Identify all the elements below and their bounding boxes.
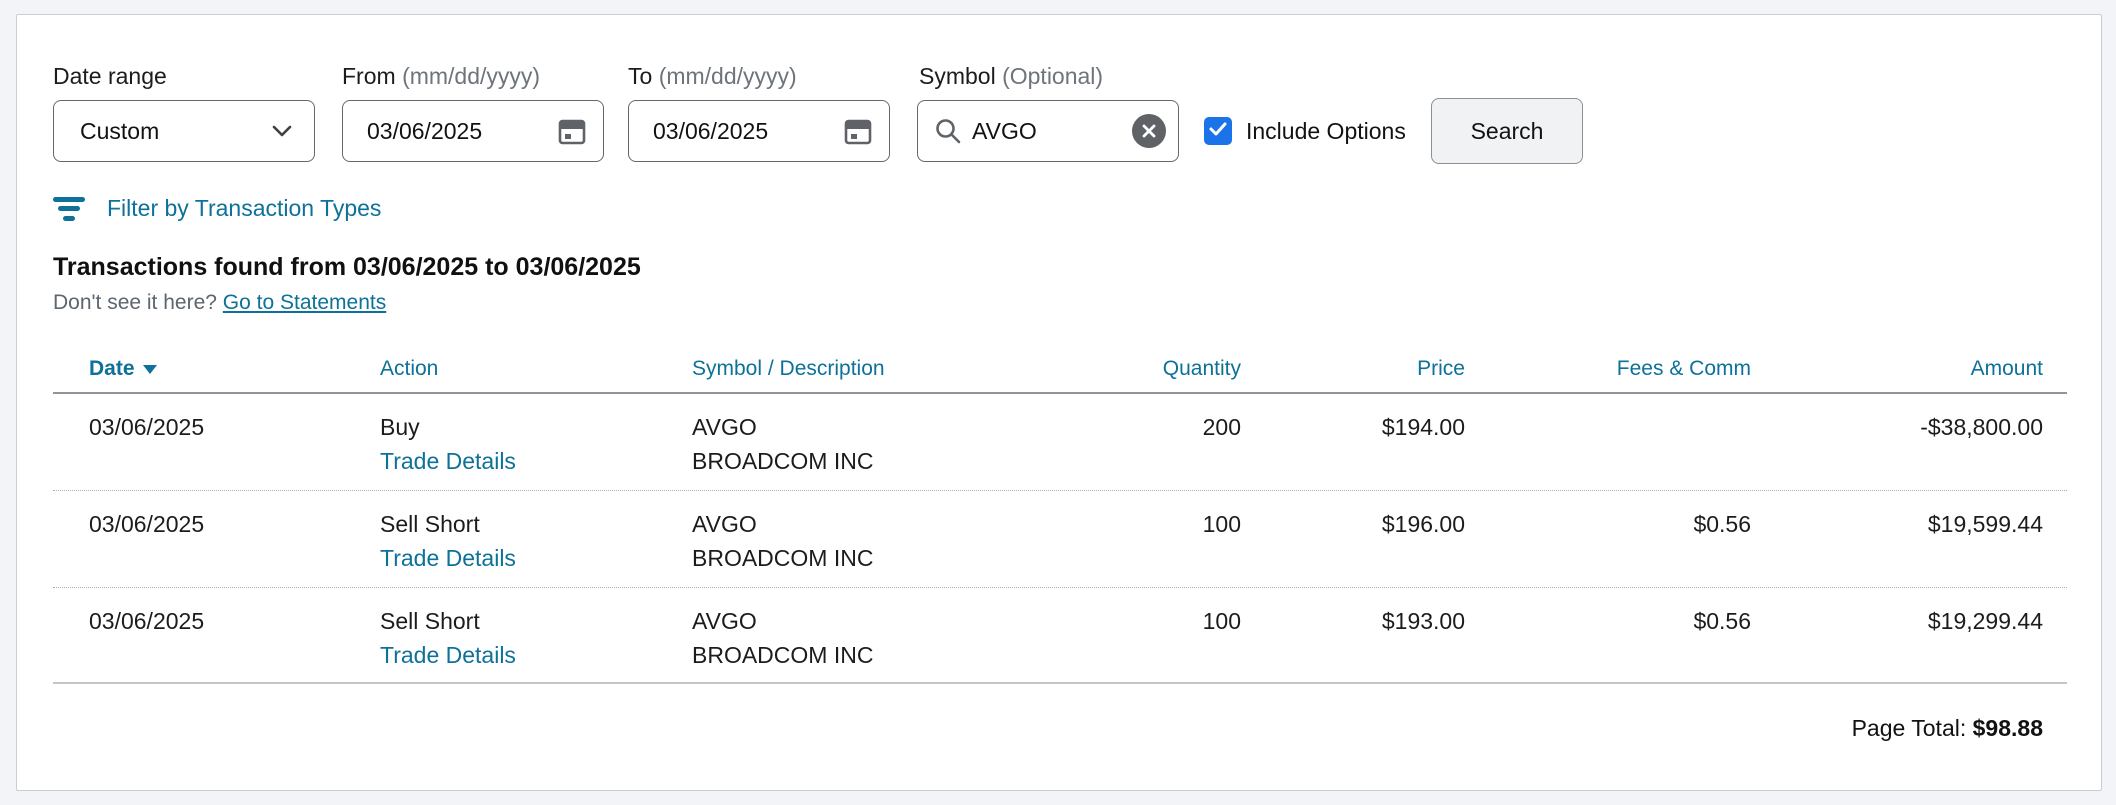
trade-details-link[interactable]: Trade Details [380, 642, 516, 668]
cell-symbol: AVGO [692, 511, 757, 537]
column-header-fees-comm: Fees & Comm [1616, 357, 1751, 380]
symbol-search-field [917, 100, 1179, 162]
transactions-panel: Date range From (mm/dd/yyyy) To (mm/dd/y… [16, 14, 2102, 791]
calendar-icon[interactable] [557, 116, 587, 146]
cell-action: Sell Short [380, 608, 480, 634]
cell-amount: $19,599.44 [1927, 511, 2043, 537]
column-header-quantity: Quantity [1162, 357, 1241, 380]
cell-fees: $0.56 [1693, 511, 1751, 537]
filter-by-transaction-types-label: Filter by Transaction Types [107, 195, 382, 221]
filter-by-transaction-types-link[interactable]: Filter by Transaction Types [53, 195, 381, 222]
symbol-optional-hint: (Optional) [1002, 63, 1104, 89]
page-total-label: Page Total: [1851, 715, 1967, 741]
date-range-label-text: Date range [53, 63, 167, 89]
trade-details-link[interactable]: Trade Details [380, 448, 516, 474]
cell-quantity: 100 [1202, 511, 1241, 537]
table-row: 03/06/2025 Sell Short Trade Details AVGO… [53, 588, 2067, 684]
column-header-date[interactable]: Date [89, 357, 157, 381]
date-range-selected-value: Custom [80, 117, 160, 144]
cell-date: 03/06/2025 [89, 608, 205, 634]
cell-action: Sell Short [380, 511, 480, 537]
cell-action: Buy [380, 414, 420, 440]
to-date-field [628, 100, 890, 162]
date-range-select[interactable]: Custom [53, 100, 315, 162]
cell-symbol: AVGO [692, 608, 757, 634]
include-options-checkbox[interactable] [1204, 117, 1232, 145]
to-label-text: To [628, 63, 653, 89]
cell-quantity: 200 [1202, 414, 1241, 440]
cell-fees: $0.56 [1693, 608, 1751, 634]
statements-hint-text: Don't see it here? [53, 291, 217, 314]
checkmark-icon [1209, 122, 1227, 141]
filter-icon [53, 196, 85, 221]
column-header-symbol-description: Symbol / Description [692, 357, 885, 380]
cell-description: BROADCOM INC [692, 448, 874, 474]
trade-details-link[interactable]: Trade Details [380, 545, 516, 571]
cell-description: BROADCOM INC [692, 545, 874, 571]
column-header-action: Action [380, 357, 439, 380]
statements-hint: Don't see it here? Go to Statements [53, 291, 386, 315]
table-body: 03/06/2025 Buy Trade Details AVGO BROADC… [53, 394, 2067, 684]
column-header-price: Price [1417, 357, 1465, 380]
cell-symbol: AVGO [692, 414, 757, 440]
cell-amount: -$38,800.00 [1920, 414, 2043, 440]
from-date-input[interactable] [367, 117, 517, 145]
results-heading: Transactions found from 03/06/2025 to 03… [53, 253, 641, 281]
column-header-amount: Amount [1970, 357, 2043, 380]
calendar-icon[interactable] [843, 116, 873, 146]
table-header-row: Date Action Symbol / Description Quantit… [53, 353, 2067, 394]
from-format-hint: (mm/dd/yyyy) [402, 63, 541, 89]
chevron-down-icon [272, 125, 292, 137]
page-total: Page Total: $98.88 [53, 715, 2043, 742]
date-range-label: Date range [53, 61, 167, 91]
cell-amount: $19,299.44 [1927, 608, 2043, 634]
go-to-statements-link[interactable]: Go to Statements [222, 291, 387, 314]
table-row: 03/06/2025 Sell Short Trade Details AVGO… [53, 491, 2067, 588]
sort-descending-icon [142, 364, 157, 374]
to-label: To (mm/dd/yyyy) [628, 61, 797, 91]
to-format-hint: (mm/dd/yyyy) [658, 63, 797, 89]
cell-price: $196.00 [1381, 511, 1465, 537]
cell-price: $194.00 [1381, 414, 1465, 440]
symbol-label: Symbol (Optional) [919, 61, 1103, 91]
cell-quantity: 100 [1202, 608, 1241, 634]
table-row: 03/06/2025 Buy Trade Details AVGO BROADC… [53, 394, 2067, 491]
from-date-field [342, 100, 604, 162]
page-total-value: $98.88 [1972, 715, 2043, 741]
search-icon [934, 117, 962, 145]
symbol-label-text: Symbol [919, 63, 996, 89]
cell-price: $193.00 [1381, 608, 1465, 634]
from-label-text: From [342, 63, 396, 89]
cell-description: BROADCOM INC [692, 642, 874, 668]
column-header-date-label: Date [89, 357, 135, 380]
search-button[interactable]: Search [1431, 98, 1583, 164]
cell-date: 03/06/2025 [89, 414, 205, 440]
clear-symbol-icon[interactable] [1132, 114, 1166, 148]
symbol-input[interactable] [972, 117, 1132, 145]
from-label: From (mm/dd/yyyy) [342, 61, 540, 91]
cell-date: 03/06/2025 [89, 511, 205, 537]
to-date-input[interactable] [653, 117, 803, 145]
include-options-label: Include Options [1246, 118, 1406, 144]
